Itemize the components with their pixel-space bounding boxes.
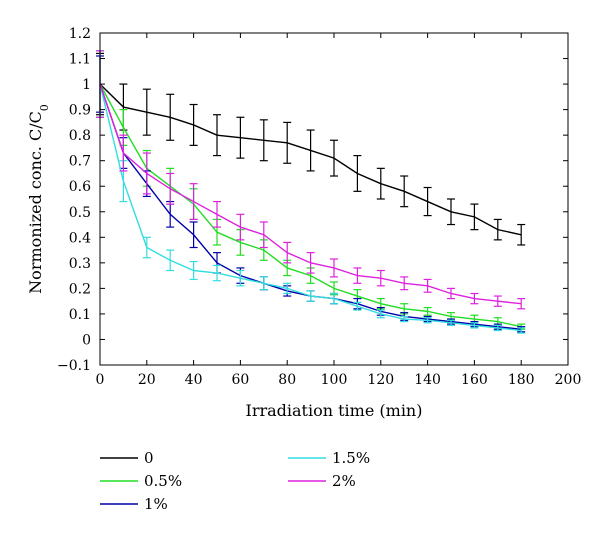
legend-item: 2% bbox=[288, 472, 356, 490]
legend-item: 0.5% bbox=[100, 472, 182, 490]
x-tick-label: 140 bbox=[414, 372, 441, 388]
y-tick-label: 0.1 bbox=[69, 307, 91, 323]
y-tick-label: 0.9 bbox=[69, 103, 91, 119]
x-tick-label: 180 bbox=[508, 372, 535, 388]
y-tick-label: 0.7 bbox=[69, 154, 91, 170]
x-tick-label: 60 bbox=[231, 372, 249, 388]
y-tick-label: 0.8 bbox=[69, 128, 91, 144]
legend-item: 0 bbox=[100, 449, 154, 467]
y-tick-label: 0.3 bbox=[69, 256, 91, 272]
y-axis-label-subscript: 0 bbox=[38, 104, 51, 111]
legend-item: 1% bbox=[100, 495, 168, 513]
y-tick-label: 1.2 bbox=[69, 26, 91, 42]
x-tick-label: 20 bbox=[138, 372, 156, 388]
x-tick-label: 40 bbox=[185, 372, 203, 388]
x-tick-label: 100 bbox=[321, 372, 348, 388]
series-line bbox=[99, 83, 522, 332]
legend-item: 1.5% bbox=[288, 449, 370, 467]
y-tick-label: 0.4 bbox=[69, 230, 91, 246]
axis-ticks: 0 20 40 60 80 100 120 140 160 180 200 −0.1 0 0.1 0.2 0.… bbox=[57, 26, 581, 388]
y-tick-label: 1 bbox=[82, 77, 91, 93]
y-tick-label: 0.2 bbox=[69, 281, 91, 297]
y-tick-label: 1.1 bbox=[69, 52, 91, 68]
series-line bbox=[99, 83, 522, 236]
series-1 bbox=[96, 50, 526, 330]
y-tick-label: −0.1 bbox=[57, 358, 91, 374]
legend-label: 2% bbox=[332, 472, 356, 490]
x-tick-label: 160 bbox=[461, 372, 488, 388]
x-tick-label: 80 bbox=[278, 372, 296, 388]
legend-label: 1% bbox=[144, 495, 168, 513]
y-tick-label: 0.6 bbox=[69, 179, 91, 195]
legend: 0 0.5% 1% 1.5% 2% bbox=[100, 449, 370, 513]
legend-label: 0.5% bbox=[144, 472, 182, 490]
y-axis-label: Normonized conc. C/C0 bbox=[26, 104, 51, 294]
y-tick-label: 0.5 bbox=[69, 205, 91, 221]
series-3 bbox=[96, 50, 526, 334]
series-group bbox=[96, 50, 526, 334]
x-axis-label: Irradiation time (min) bbox=[246, 401, 423, 420]
x-tick-label: 0 bbox=[96, 372, 105, 388]
x-tick-label: 200 bbox=[555, 372, 582, 388]
y-tick-label: 0 bbox=[82, 332, 91, 348]
legend-label: 0 bbox=[144, 449, 154, 467]
series-4 bbox=[96, 50, 526, 310]
y-axis-label-text: Normonized conc. C/C bbox=[26, 111, 45, 294]
legend-label: 1.5% bbox=[332, 449, 370, 467]
series-line bbox=[99, 83, 522, 305]
series-0 bbox=[96, 52, 526, 246]
x-tick-label: 120 bbox=[367, 372, 394, 388]
